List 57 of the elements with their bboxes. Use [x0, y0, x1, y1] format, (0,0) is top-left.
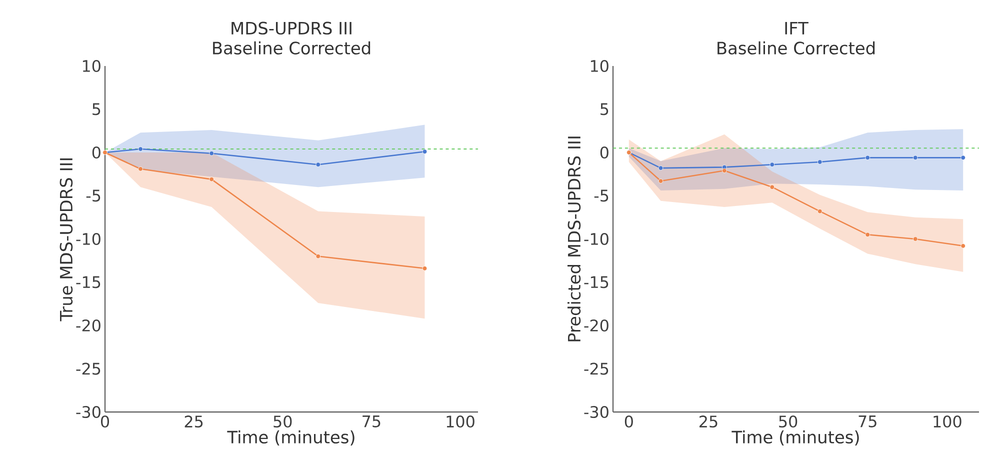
- point: [817, 160, 822, 164]
- point: [422, 266, 428, 271]
- y-tick-label: 5: [92, 103, 100, 116]
- point: [865, 232, 870, 238]
- x-tick-label: 75: [362, 416, 380, 428]
- x-tick-label: 25: [700, 416, 718, 428]
- x-tick-label: 50: [779, 416, 798, 428]
- point: [865, 155, 870, 160]
- y-tick-label: -20: [584, 319, 608, 332]
- y-tick-label: 10: [82, 60, 100, 72]
- y-tick-label: -15: [76, 276, 100, 288]
- x-axis-title: Time (minutes): [732, 430, 859, 446]
- point: [316, 254, 321, 259]
- point: [209, 176, 214, 182]
- point: [912, 236, 918, 242]
- x-tick-label: 75: [858, 416, 876, 428]
- point: [912, 155, 918, 160]
- point: [658, 178, 664, 184]
- y-axis-title: True MDS-UPDRS III: [60, 158, 73, 322]
- point: [960, 155, 966, 160]
- point: [817, 208, 822, 214]
- point: [422, 149, 428, 154]
- y-tick-label: -10: [76, 232, 100, 246]
- chart-subtitle: Baseline Corrected: [718, 41, 875, 54]
- x-tick-label: 0: [624, 416, 633, 428]
- point: [770, 162, 775, 167]
- y-tick-label: -5: [86, 190, 100, 202]
- point: [658, 166, 664, 170]
- x-axis-title: Time (minutes): [227, 430, 354, 446]
- point: [209, 150, 214, 156]
- y-tick-label: -30: [76, 406, 100, 418]
- x-tick-label: 25: [184, 416, 203, 428]
- point: [960, 244, 966, 248]
- point: [770, 184, 775, 190]
- y-tick-label: -25: [76, 362, 100, 375]
- chart-title: MDS-UPDRS III: [232, 22, 352, 35]
- y-tick-label: 5: [600, 103, 608, 116]
- y-tick-label: -10: [584, 232, 608, 246]
- point: [316, 162, 321, 167]
- x-tick-label: 100: [446, 416, 474, 428]
- y-axis-title: Predicted MDS-UPDRS III: [568, 136, 581, 342]
- point: [138, 166, 143, 172]
- x-tick-label: 50: [274, 416, 292, 428]
- y-tick-label: -20: [76, 319, 100, 332]
- x-tick-label: 100: [934, 416, 962, 428]
- chart-subtitle: Baseline Corrected: [213, 41, 370, 54]
- y-tick-label: -5: [594, 190, 608, 202]
- y-tick-label: 0: [92, 146, 100, 159]
- y-tick-label: -15: [584, 276, 608, 288]
- y-tick-label: 0: [600, 146, 608, 159]
- chart-title: IFT: [785, 22, 808, 34]
- x-tick-label: 0: [100, 416, 110, 428]
- y-tick-label: 10: [590, 60, 608, 72]
- point: [722, 168, 727, 174]
- y-tick-label: -25: [584, 362, 608, 375]
- y-tick-label: -30: [584, 406, 608, 418]
- point: [138, 146, 143, 152]
